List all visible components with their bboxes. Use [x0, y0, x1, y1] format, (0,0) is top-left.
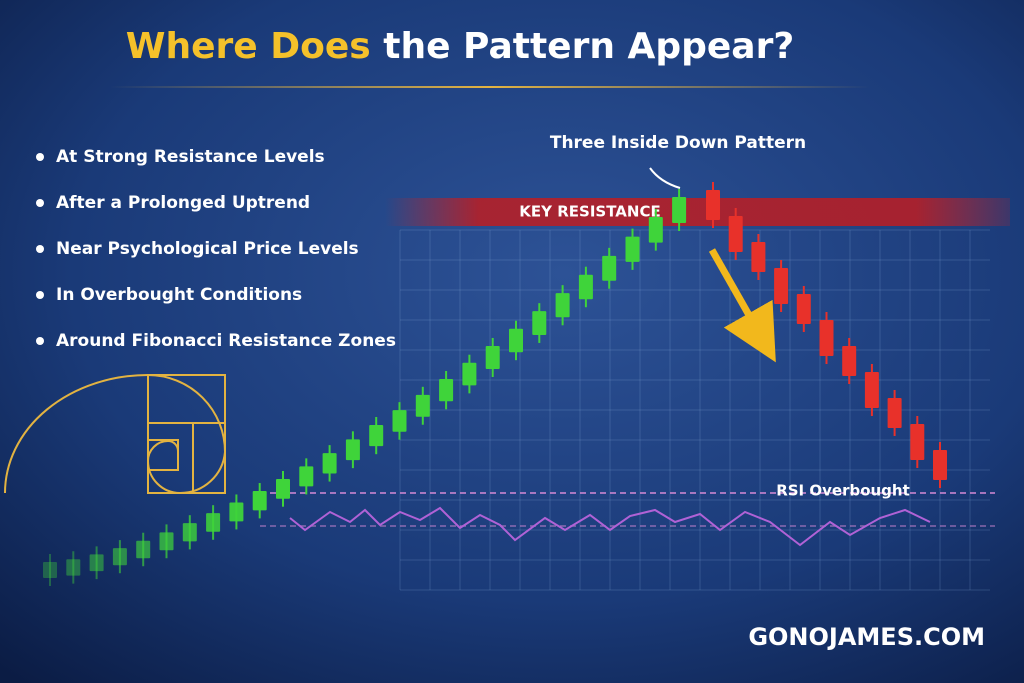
bullet-list: At Strong Resistance Levels After a Prolo… [36, 147, 396, 351]
candle-body [625, 236, 640, 262]
candle-body [462, 362, 477, 386]
title-rest: the Pattern Appear? [383, 26, 794, 67]
resistance-band [385, 198, 1010, 226]
candle-body [887, 398, 902, 428]
title: Where Does the Pattern Appear? [126, 26, 794, 67]
candle-body [415, 394, 430, 417]
candle-body [229, 502, 244, 522]
candle-body [509, 328, 523, 353]
bullet-text: Near Psychological Price Levels [56, 239, 359, 259]
candle-body [66, 559, 81, 576]
bullet-text: In Overbought Conditions [56, 285, 302, 305]
candle-body [578, 274, 593, 300]
candle-body [672, 197, 687, 223]
bullet-dot [36, 337, 44, 345]
resistance-label: KEY RESISTANCE [519, 203, 660, 221]
candle-body [182, 523, 197, 542]
candle-body [159, 532, 174, 551]
bullet-dot [36, 199, 44, 207]
pattern-label: Three Inside Down Pattern [550, 133, 806, 153]
candle-body [276, 479, 290, 499]
candle-body [322, 453, 337, 474]
bullet-text: At Strong Resistance Levels [56, 147, 325, 167]
candle-body [728, 216, 743, 252]
candle-body [369, 424, 384, 447]
candle-body [819, 320, 834, 356]
candle-body [602, 255, 617, 281]
rsi-label: RSI Overbought [776, 482, 910, 500]
fibonacci-spiral [4, 373, 227, 495]
pattern-pointer [649, 167, 681, 189]
bullet-dot [36, 291, 44, 299]
candle-body [299, 466, 314, 487]
candle-body [555, 293, 570, 318]
candle-body [648, 216, 663, 243]
bullet-dot [36, 153, 44, 161]
candle-body [89, 554, 104, 572]
candle-body [206, 513, 221, 532]
candle-body [751, 242, 766, 272]
title-rule [110, 86, 870, 88]
candle-body [706, 190, 720, 220]
candle-body [43, 562, 57, 578]
bullet-text: Around Fibonacci Resistance Zones [56, 331, 396, 351]
brand: GONOJAMES.COM [748, 623, 985, 651]
candle-body [910, 424, 925, 460]
bullet-dot [36, 245, 44, 253]
rsi-line [289, 506, 931, 547]
candle-body [796, 294, 811, 324]
grid [399, 229, 990, 591]
title-highlight: Where Does [126, 26, 371, 67]
candle-body [774, 268, 789, 304]
candle-body [842, 346, 857, 376]
candle-body [345, 439, 360, 461]
candle-body [252, 491, 267, 511]
trend-arrow [708, 248, 776, 363]
candle-body [392, 410, 407, 432]
candle-body [439, 378, 454, 402]
candle-body [864, 372, 879, 408]
candle-body [136, 540, 151, 559]
candle-body [112, 548, 127, 566]
candle-body [485, 345, 500, 370]
candle-body [532, 311, 547, 335]
candle-body [933, 450, 947, 480]
candlesticks [43, 182, 947, 586]
bullet-text: After a Prolonged Uptrend [56, 193, 310, 213]
